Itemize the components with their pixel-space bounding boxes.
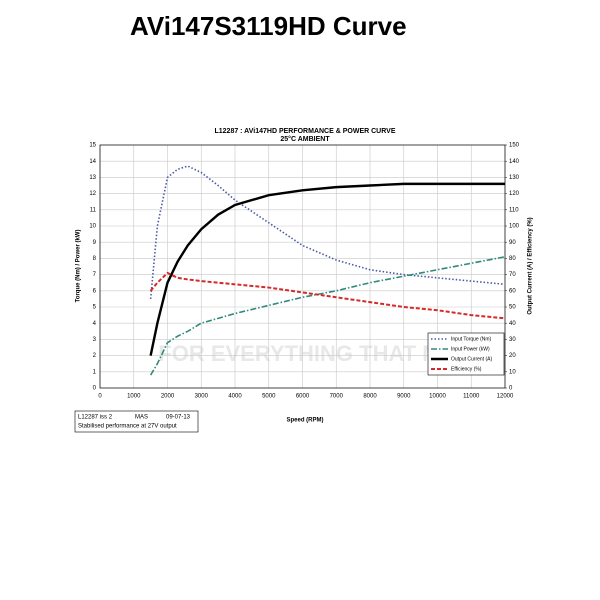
info-text: L12287 iss 2 bbox=[78, 415, 113, 421]
legend-label: Output Current (A) bbox=[451, 356, 492, 362]
y2-tick-label: 90 bbox=[509, 240, 516, 246]
y-tick-label: 14 bbox=[89, 159, 96, 165]
legend-label: Input Power (kW) bbox=[451, 346, 490, 352]
y-tick-label: 11 bbox=[90, 207, 97, 213]
info-text: Stabilised performance at 27V output bbox=[78, 424, 177, 430]
y2-tick-label: 120 bbox=[509, 191, 520, 197]
x-tick-label: 5000 bbox=[262, 394, 276, 400]
legend-label: Efficiency (%) bbox=[451, 366, 482, 372]
x-tick-label: 12000 bbox=[497, 394, 514, 400]
info-text: MAS bbox=[135, 415, 148, 421]
y2-tick-label: 0 bbox=[509, 386, 513, 392]
y-tick-label: 0 bbox=[93, 386, 97, 392]
y2-tick-label: 40 bbox=[509, 321, 516, 327]
x-tick-label: 9000 bbox=[397, 394, 411, 400]
info-box bbox=[74, 410, 199, 433]
y2-tick-label: 50 bbox=[509, 305, 516, 311]
series-line bbox=[149, 271, 506, 320]
y-tick-label: 1 bbox=[93, 369, 97, 375]
y-tick-label: 3 bbox=[93, 337, 97, 343]
y-tick-label: 4 bbox=[93, 321, 97, 327]
y2-tick-label: 60 bbox=[509, 288, 516, 294]
y2-tick-label: 150 bbox=[509, 143, 520, 149]
x-tick-label: 7000 bbox=[330, 394, 344, 400]
y2-tick-label: 140 bbox=[509, 159, 520, 165]
y-axis-label: Torque (Nm) / Power (kW) bbox=[76, 230, 82, 303]
page-title: AVi147S3119HD Curve bbox=[130, 11, 407, 41]
x-tick-label: 3000 bbox=[195, 394, 209, 400]
series-line bbox=[149, 165, 506, 299]
y2-tick-label: 110 bbox=[509, 207, 519, 213]
x-tick-label: 0 bbox=[98, 394, 102, 400]
series-line bbox=[149, 255, 506, 376]
x-tick-label: 8000 bbox=[363, 394, 377, 400]
x-axis-label: Speed (RPM) bbox=[286, 418, 323, 424]
y-tick-label: 12 bbox=[89, 191, 96, 197]
x-tick-label: 2000 bbox=[161, 394, 175, 400]
y2-tick-label: 80 bbox=[509, 256, 516, 262]
y2-axis-label: Output Current (A) / Efficiency (%) bbox=[528, 217, 534, 314]
y2-tick-label: 70 bbox=[509, 272, 516, 278]
x-tick-label: 4000 bbox=[228, 394, 242, 400]
y2-tick-label: 100 bbox=[509, 224, 520, 230]
y-tick-label: 10 bbox=[89, 224, 96, 230]
y-tick-label: 8 bbox=[93, 256, 97, 262]
series-line bbox=[149, 182, 505, 356]
x-tick-label: 6000 bbox=[296, 394, 310, 400]
y-tick-label: 5 bbox=[93, 305, 97, 311]
info-text: 09-07-13 bbox=[166, 415, 191, 421]
legend-label: Input Torque (Nm) bbox=[451, 336, 492, 342]
y-tick-label: 9 bbox=[93, 240, 97, 246]
y2-tick-label: 20 bbox=[509, 353, 516, 359]
y2-tick-label: 130 bbox=[509, 175, 520, 181]
y-tick-label: 2 bbox=[93, 353, 97, 359]
y-tick-label: 15 bbox=[89, 143, 96, 149]
y-tick-label: 7 bbox=[93, 272, 97, 278]
y-tick-label: 6 bbox=[93, 288, 97, 294]
x-tick-label: 10000 bbox=[429, 394, 446, 400]
y2-tick-label: 30 bbox=[509, 337, 516, 343]
x-tick-label: 11000 bbox=[463, 394, 480, 400]
x-tick-label: 1000 bbox=[127, 394, 141, 400]
plot-frame bbox=[99, 144, 506, 389]
chart-subtitle: 25°C AMBIENT bbox=[280, 135, 330, 143]
y-tick-label: 13 bbox=[89, 175, 96, 181]
y2-tick-label: 10 bbox=[509, 369, 516, 375]
chart-title: L12287 : AVi147HD PERFORMANCE & POWER CU… bbox=[214, 128, 395, 135]
